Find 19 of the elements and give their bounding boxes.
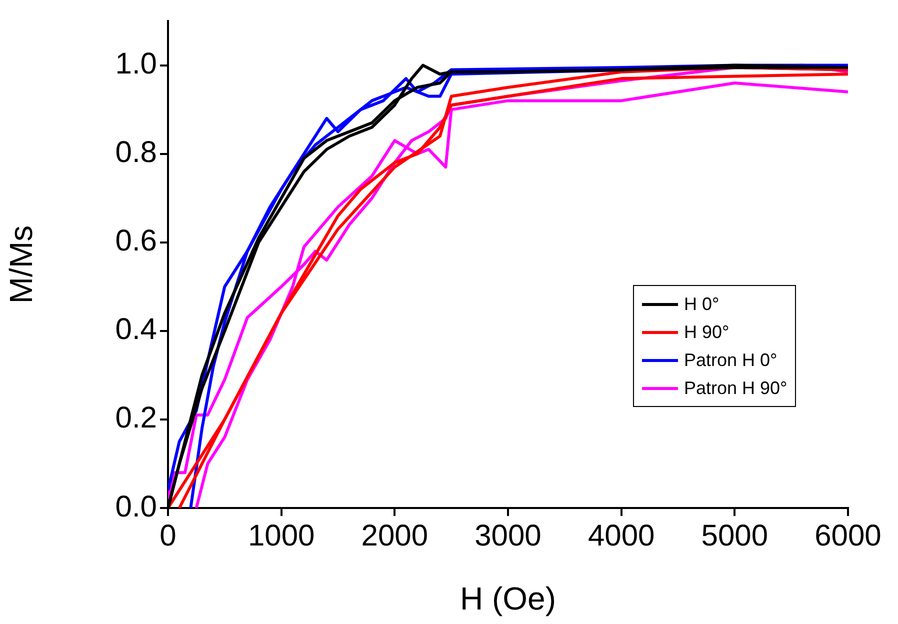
x-tick-label: 3000 [474, 519, 542, 552]
x-tick-label: 2000 [361, 519, 428, 552]
x-tick-label: 0 [160, 519, 176, 552]
y-tick-label: 0.6 [115, 224, 157, 258]
x-tick-label: 4000 [588, 519, 655, 552]
x-axis-title: H (Oe) [460, 580, 556, 617]
x-tick-label: 1000 [248, 519, 315, 552]
y-axis-title: M/Ms [3, 225, 40, 304]
legend-label: H 90° [684, 322, 730, 342]
y-tick-label: 1.0 [115, 48, 157, 81]
x-tick-label: 6000 [814, 519, 882, 552]
x-tick-label: 5000 [701, 519, 768, 552]
legend-label: H 0° [684, 294, 720, 314]
legend-label: Patron H 90° [684, 378, 788, 398]
y-tick-label: 0.4 [115, 313, 157, 346]
y-tick-label: 0.2 [115, 402, 157, 435]
legend-label: Patron H 0° [684, 350, 778, 370]
y-tick-label: 0.8 [115, 136, 157, 170]
y-tick-label: 0.0 [115, 490, 157, 524]
